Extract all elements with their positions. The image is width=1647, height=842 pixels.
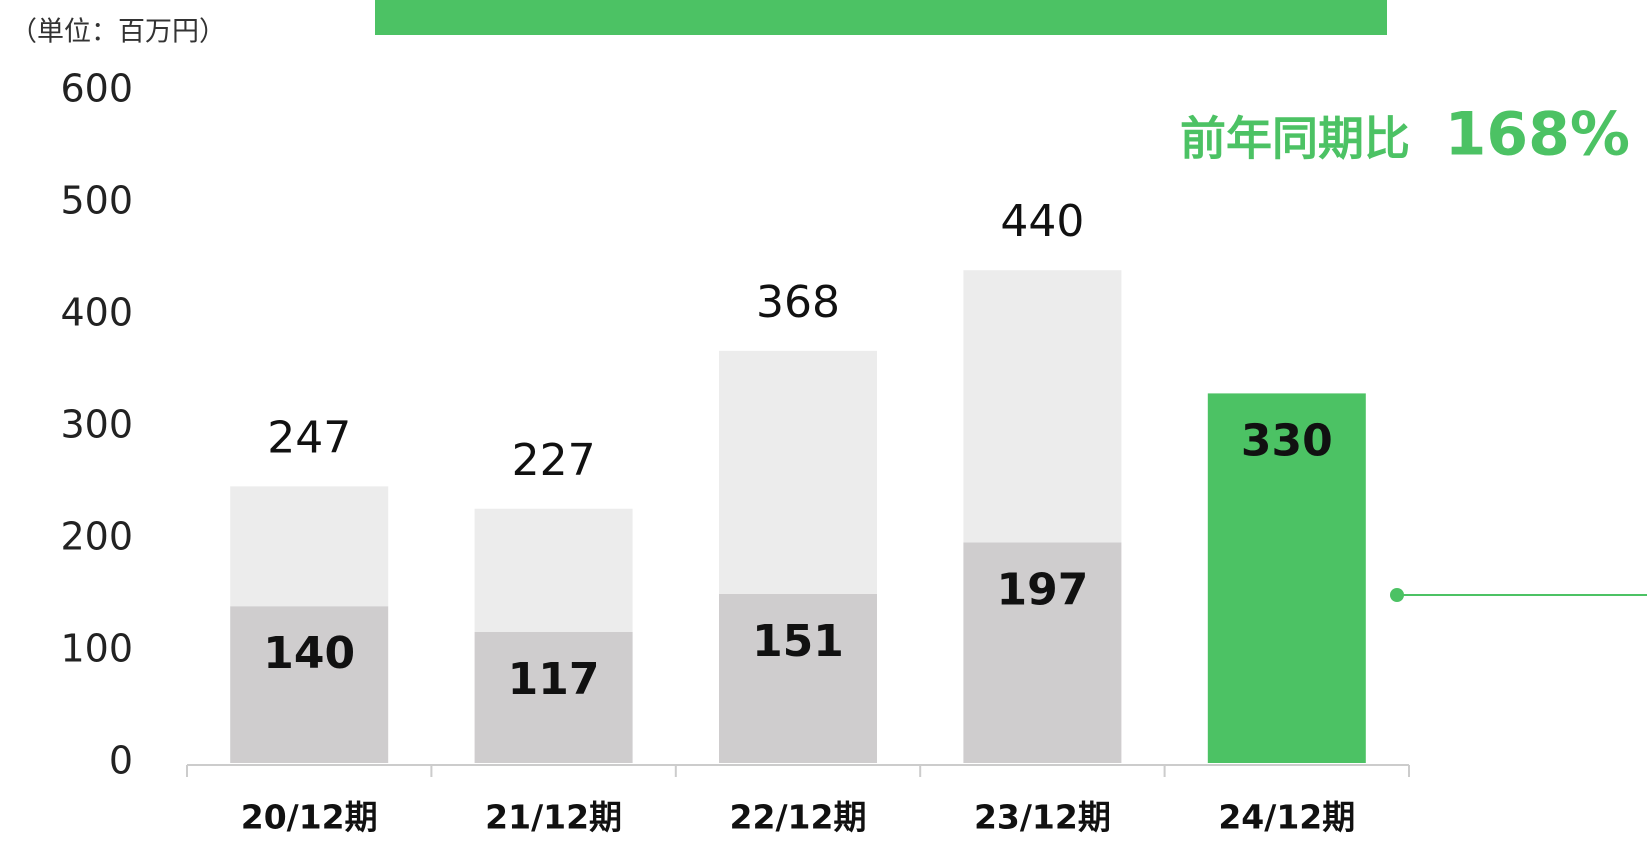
bar-segment [230,606,389,763]
y-tick-label: 600 [60,67,133,111]
bar-segment [963,542,1122,763]
y-tick-label: 500 [60,179,133,223]
segment-label: 330 [1241,415,1333,466]
x-tick-label: 23/12期 [974,798,1111,837]
total-label: 440 [1000,196,1084,247]
x-tick-label: 24/12期 [1218,798,1355,837]
bar-segment [719,350,877,594]
y-tick-label: 0 [109,739,133,783]
bar-segment [474,631,633,763]
y-tick-label: 100 [60,627,133,671]
bar-segment [963,270,1122,543]
annotation-value: 168% [1445,100,1630,170]
segment-label: 197 [996,564,1088,615]
bar-segment [474,508,633,632]
annotation-label: 前年同期比 [1180,112,1410,166]
y-tick-label: 300 [60,403,133,447]
bar-segment [230,486,389,607]
segment-label: 140 [263,628,355,679]
unit-label: （単位：百万円） [10,17,226,48]
bar-segment [719,593,877,763]
x-tick-label: 20/12期 [241,798,378,837]
bar-segment [1207,393,1366,763]
y-tick-label: 400 [60,291,133,335]
total-label: 247 [267,412,351,463]
segment-label: 151 [752,616,844,667]
y-tick-label: 200 [60,515,133,559]
x-tick-label: 22/12期 [730,798,867,837]
segment-label: 117 [508,654,600,705]
x-tick-label: 21/12期 [485,798,622,837]
total-label: 368 [756,277,840,328]
callout-dot [1390,588,1404,602]
total-label: 227 [512,435,596,486]
banner [375,0,1387,35]
